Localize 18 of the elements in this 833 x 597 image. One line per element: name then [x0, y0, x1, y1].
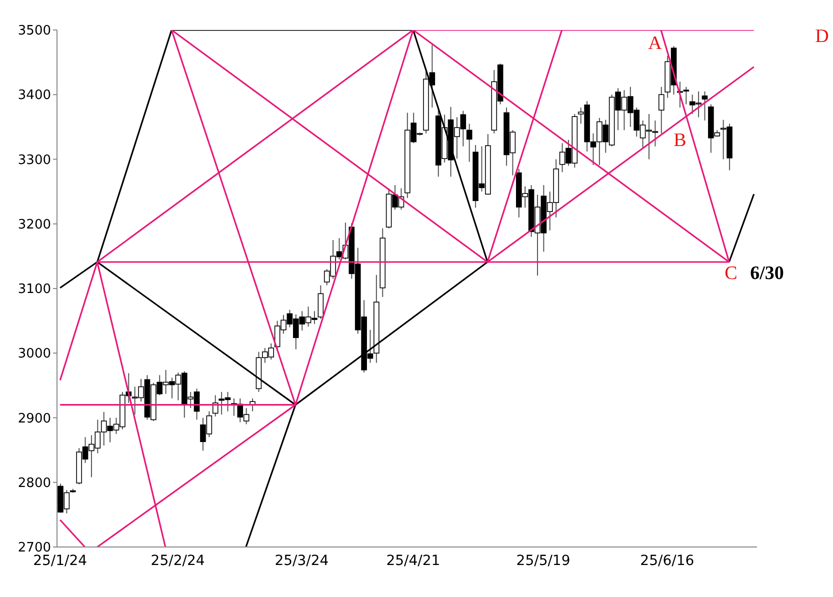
x-tick-label: 25/6/16 — [640, 552, 694, 569]
x-tick-label: 25/5/19 — [516, 552, 570, 569]
annotation: B — [674, 130, 686, 152]
annotation: C — [724, 263, 738, 285]
y-tick-label: 3300 — [18, 152, 51, 168]
y-tick-label: 3400 — [18, 88, 51, 104]
x-tick-label: 25/3/24 — [274, 552, 329, 569]
y-tick-label: 3000 — [18, 346, 51, 362]
y-tick-label: 3200 — [18, 217, 51, 232]
y-tick-label: 2800 — [18, 476, 51, 491]
text: D — [815, 26, 829, 48]
annotation: 6/30 — [750, 263, 784, 285]
x-tick-label: 25/4/21 — [386, 552, 440, 569]
y-tick-label: 3500 — [18, 24, 51, 39]
annotation: A — [648, 33, 662, 55]
x-tick-label: 25/2/24 — [150, 552, 205, 569]
y-tick-label: 2900 — [18, 411, 51, 426]
y-tick-label: 3100 — [18, 282, 51, 298]
